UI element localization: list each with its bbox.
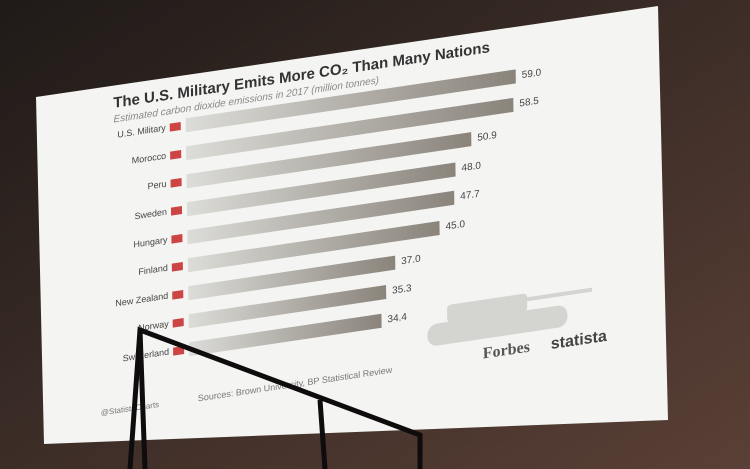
flag xyxy=(171,233,183,244)
flag xyxy=(169,121,181,132)
bar xyxy=(188,255,396,301)
brand-forbes: Forbes xyxy=(483,339,530,363)
flag xyxy=(171,261,183,272)
bar xyxy=(186,132,472,189)
value-label: 47.7 xyxy=(460,189,480,203)
tank-illustration xyxy=(427,287,593,346)
category-label: Finland xyxy=(138,263,168,277)
bar xyxy=(186,162,456,217)
value-label: 59.0 xyxy=(522,67,542,81)
value-label: 48.0 xyxy=(461,160,481,174)
bar xyxy=(189,313,382,357)
flag xyxy=(172,289,184,300)
podium-frame xyxy=(127,326,423,469)
bar xyxy=(187,220,440,273)
category-label: Sweden xyxy=(134,207,167,222)
flag xyxy=(172,317,184,328)
value-label: 37.0 xyxy=(401,253,421,267)
value-label: 45.0 xyxy=(445,219,465,233)
value-label: 58.5 xyxy=(519,96,539,110)
category-label: Norway xyxy=(138,319,169,334)
flag xyxy=(170,149,182,160)
bar xyxy=(187,190,455,245)
value-label: 34.4 xyxy=(387,312,407,326)
bar xyxy=(185,69,516,133)
value-label: 50.9 xyxy=(477,130,497,144)
bar xyxy=(186,97,514,161)
value-label: 35.3 xyxy=(392,283,412,297)
category-label: Peru xyxy=(148,179,167,192)
bar xyxy=(188,285,387,329)
flag xyxy=(170,177,182,188)
flag xyxy=(173,345,185,356)
flag xyxy=(170,205,183,216)
